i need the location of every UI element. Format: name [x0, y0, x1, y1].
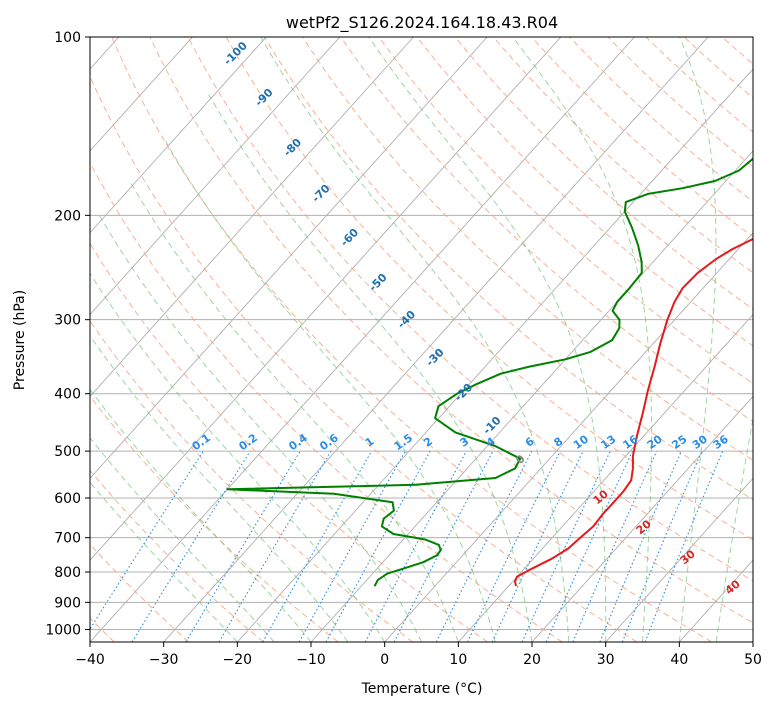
moist-adiabat-line — [678, 37, 717, 642]
dry-adiabat-line — [416, 37, 753, 347]
dry-adiabat-line — [90, 161, 563, 642]
dry-adiabat-line — [493, 37, 753, 274]
isotherm-line — [163, 37, 709, 642]
dry-adiabat-line — [90, 320, 414, 642]
moist-adiabat-line — [129, 180, 459, 642]
dry-adiabat-line — [264, 37, 753, 501]
profile-series — [226, 157, 753, 587]
dry-adiabat-line — [340, 37, 753, 423]
y-tick-label: 900 — [54, 595, 81, 611]
y-tick-label: 100 — [54, 30, 81, 46]
moist-adiabats — [90, 37, 753, 642]
moist-adiabat-line — [165, 141, 496, 642]
isotherm-line — [531, 395, 753, 642]
chart-title: wetPf2_S126.2024.164.18.43.R04 — [286, 13, 558, 33]
isotherm-line — [605, 477, 753, 642]
mixing-ratio-line — [435, 450, 533, 642]
moist-adiabat-line — [90, 334, 349, 642]
isotherm-line — [90, 37, 341, 316]
y-tick-label: 200 — [54, 208, 81, 224]
mixing-ratio-line — [545, 450, 633, 642]
y-axis-title: Pressure (hPa) — [12, 290, 28, 390]
x-tick-label: 10 — [449, 652, 467, 668]
dry-adiabat-line — [607, 37, 753, 168]
x-tick-label: 40 — [670, 652, 688, 668]
x-axis-title: Temperature (°C) — [361, 681, 483, 697]
isotherm-line — [310, 150, 753, 642]
moist-adiabat-line — [208, 94, 533, 642]
moist-adiabat-line — [90, 388, 312, 642]
dry-adiabats — [90, 37, 775, 642]
dry-adiabat-line — [225, 37, 753, 541]
mixing-ratio-line — [572, 450, 658, 642]
dry-adiabat-line — [90, 75, 638, 642]
dry-adiabat-line — [90, 242, 488, 642]
dry-adiabat-line — [761, 37, 775, 642]
dry-adiabat-line — [111, 37, 712, 642]
moist-adiabat-line — [260, 37, 570, 642]
mixing-ratio-line — [364, 450, 467, 642]
y-tick-label: 400 — [54, 387, 81, 403]
x-tick-label: 20 — [523, 652, 541, 668]
mixing-ratio-line — [90, 450, 204, 630]
profile-line — [514, 237, 753, 587]
moist-adiabat-line — [98, 215, 422, 642]
dry-adiabat-line — [378, 37, 753, 385]
moist-adiabat-line — [90, 272, 386, 642]
y-tick-label: 500 — [54, 444, 81, 460]
isotherm-line — [384, 232, 753, 642]
isotherm-line — [90, 37, 193, 152]
moist-adiabat-line — [368, 37, 607, 642]
isotherm-line — [90, 37, 414, 398]
x-tick-label: −10 — [296, 652, 326, 668]
moist-adiabat-line — [752, 638, 753, 642]
moist-adiabat-line — [90, 481, 238, 642]
mixing-ratio-line — [599, 450, 682, 642]
x-tick-label: −20 — [223, 652, 253, 668]
dry-adiabat-line — [149, 37, 753, 624]
isotherm-line — [90, 37, 635, 642]
plot-frame — [89, 36, 754, 643]
x-tick-label: −40 — [75, 652, 105, 668]
moist-adiabat-line — [512, 37, 653, 642]
y-tick-label: 700 — [54, 531, 81, 547]
isotherm-line — [90, 37, 488, 479]
dry-adiabat-line — [454, 37, 753, 310]
isotherm-line — [752, 641, 753, 642]
x-tick-label: −30 — [149, 652, 179, 668]
isotherm-line — [236, 68, 753, 642]
isotherm-line — [90, 37, 562, 561]
x-tick-label: 30 — [597, 652, 615, 668]
dry-adiabat-line — [187, 37, 753, 582]
isotherm-line — [457, 313, 753, 642]
mixing-ratio-line — [298, 450, 406, 642]
y-tick-label: 300 — [54, 313, 81, 329]
isotherm-line — [90, 37, 267, 234]
x-tick-label: 50 — [744, 652, 762, 668]
moist-adiabat-line — [90, 437, 275, 642]
y-tick-label: 800 — [54, 565, 81, 581]
mixing-ratio-line — [621, 450, 703, 642]
grid-layer — [90, 37, 753, 642]
y-tick-label: 1000 — [45, 622, 81, 638]
mixing-ratio-line — [131, 450, 251, 642]
x-tick-label: 0 — [380, 652, 389, 668]
mixing-ratio-lines — [90, 450, 724, 642]
mixing-ratio-line — [325, 450, 431, 642]
profile-line — [226, 157, 753, 587]
y-tick-label: 600 — [54, 491, 81, 507]
mixing-ratio-line — [644, 450, 724, 642]
moist-adiabat-line — [715, 415, 753, 642]
axis-ticks: −40 −30 −20 −10 0 10 20 30 40 50 1000 900 800 700 600 5… — [45, 30, 762, 668]
